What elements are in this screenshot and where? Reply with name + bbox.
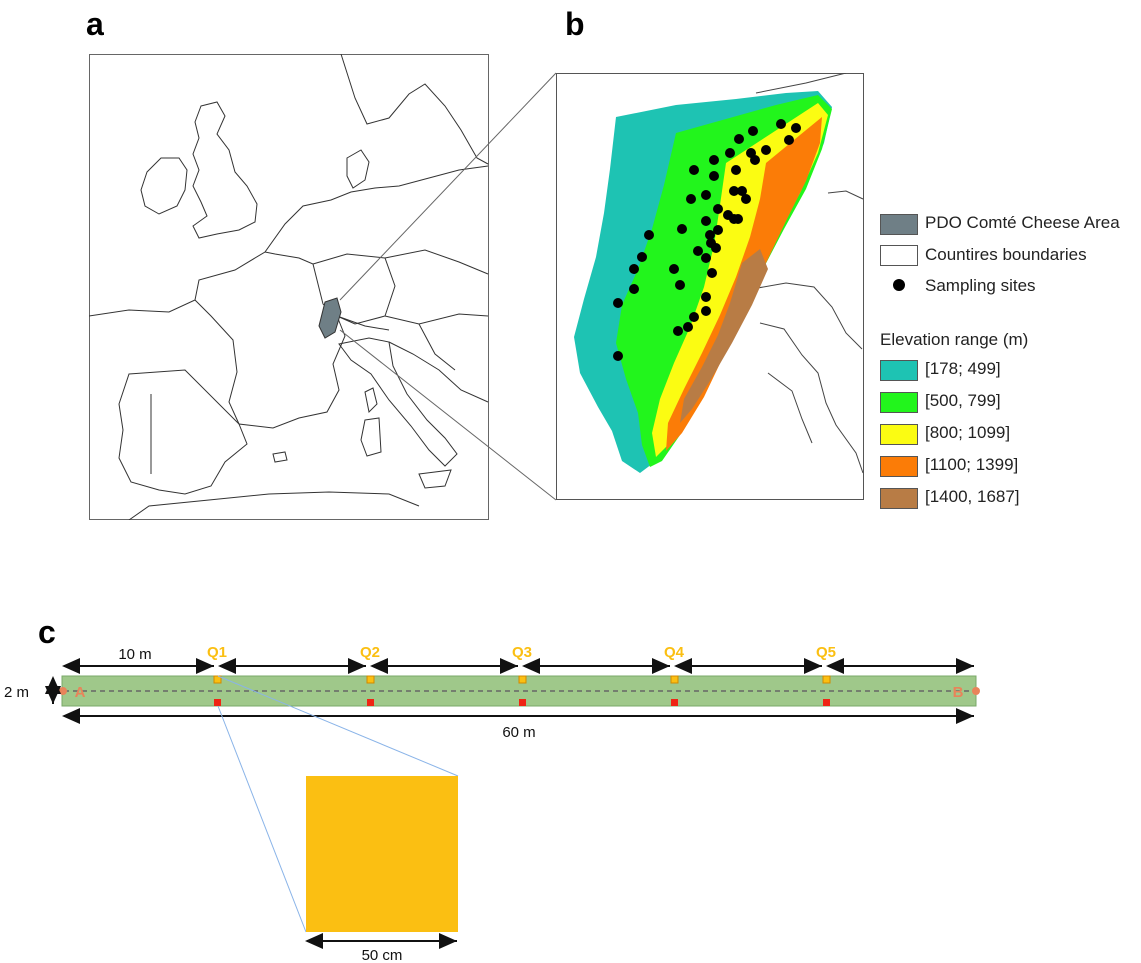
panel-label-a: a	[86, 6, 104, 42]
red-markers	[214, 699, 830, 706]
spacing-label: 10 m	[118, 646, 151, 663]
pdo-area	[318, 297, 342, 339]
quadrat-label-q4: Q4	[664, 644, 685, 661]
quadrat-label-q5: Q5	[816, 644, 836, 661]
end-point	[972, 687, 980, 695]
transect-diagram: 10 m Q1 Q2 Q3 Q4 Q5 A B 2 m 60 m 50 cm	[4, 644, 980, 963]
elevation-map	[556, 73, 864, 500]
length-label: 60 m	[502, 724, 535, 741]
great-britain-outline	[192, 101, 258, 239]
legend-label-sampling: Sampling sites	[925, 276, 1036, 295]
elevation-swatch-2	[880, 392, 918, 413]
elevation-title: Elevation range (m)	[880, 330, 1029, 349]
map-legend: PDO Comté Cheese Area Countires boundari…	[880, 212, 1140, 512]
elevation-label-2: [500, 799]	[925, 391, 1001, 410]
france-outline	[194, 251, 346, 429]
ireland-outline	[140, 157, 188, 215]
sardinia-outline	[360, 417, 382, 457]
elevation-swatch-5	[880, 488, 918, 509]
width-label: 2 m	[4, 684, 29, 701]
elevation-label-1: [178; 499]	[925, 359, 1001, 378]
quadrat-size-label: 50 cm	[362, 947, 403, 963]
quadrat-label-q1: Q1	[207, 644, 227, 661]
north-africa-coast	[128, 491, 420, 520]
start-label: A	[75, 684, 86, 701]
sicily-outline	[418, 469, 452, 489]
start-point	[59, 687, 67, 695]
corsica-outline	[364, 387, 378, 414]
elevation-swatch-1	[880, 360, 918, 381]
elevation-label-5: [1400, 1687]	[925, 487, 1020, 506]
quadrat-enlarged	[306, 776, 458, 932]
elevation-label-4: [1100; 1399]	[925, 455, 1019, 474]
legend-label-pdo: PDO Comté Cheese Area	[925, 213, 1120, 232]
quadrat-label-q3: Q3	[512, 644, 532, 661]
sampling-sites	[613, 119, 801, 361]
italy-outline	[338, 337, 458, 467]
elevation-label-3: [800; 1099]	[925, 423, 1011, 442]
panel-label-c: c	[38, 614, 56, 650]
scandinavia-outline	[340, 54, 489, 165]
quadrat-label-q2: Q2	[360, 644, 380, 661]
elevation-swatch-4	[880, 456, 918, 477]
panel-label-b: b	[565, 6, 585, 42]
continent-coastline	[89, 165, 489, 317]
germany-outline	[312, 253, 396, 325]
iberia-outline	[118, 369, 248, 495]
pdo-area-swatch	[880, 214, 918, 235]
elevation-zone-summit	[680, 249, 768, 423]
europe-map	[89, 54, 489, 520]
elevation-swatch-3	[880, 424, 918, 445]
legend-label-boundaries: Countires boundaries	[925, 245, 1087, 264]
end-label: B	[953, 684, 964, 701]
denmark-outline	[346, 149, 370, 189]
boundaries-swatch	[880, 245, 918, 266]
sampling-site-dot-icon	[893, 279, 905, 291]
quadrats	[213, 675, 831, 684]
